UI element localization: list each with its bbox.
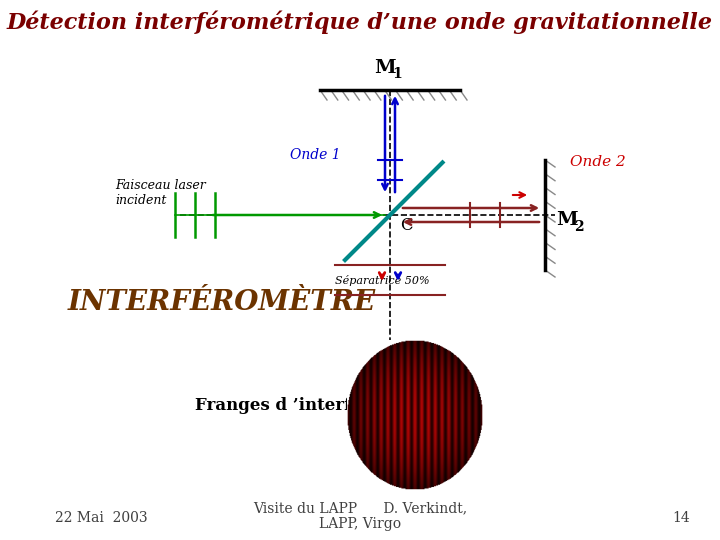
Text: 2: 2 [574, 220, 584, 234]
Text: INTERFÉROMÈTRE: INTERFÉROMÈTRE [68, 288, 376, 315]
Text: M: M [374, 59, 396, 77]
Text: Séparatrice 50%: Séparatrice 50% [335, 274, 430, 286]
Text: Faisceau laser
incident: Faisceau laser incident [115, 179, 206, 207]
Text: C: C [400, 217, 413, 233]
Text: Détection interférométrique d’une onde gravitationnelle: Détection interférométrique d’une onde g… [7, 10, 713, 33]
Text: 1: 1 [392, 67, 402, 81]
Text: Onde 1: Onde 1 [290, 148, 341, 162]
Text: 22 Mai  2003: 22 Mai 2003 [55, 511, 148, 525]
Text: Franges d ’interférence: Franges d ’interférence [195, 396, 414, 414]
Text: Onde 2: Onde 2 [570, 155, 626, 169]
Text: M: M [556, 211, 578, 229]
Text: 14: 14 [672, 511, 690, 525]
Text: Visite du LAPP      D. Verkindt,
LAPP, Virgo: Visite du LAPP D. Verkindt, LAPP, Virgo [253, 501, 467, 531]
